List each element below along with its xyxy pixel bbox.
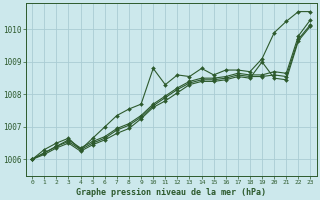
X-axis label: Graphe pression niveau de la mer (hPa): Graphe pression niveau de la mer (hPa) bbox=[76, 188, 266, 197]
